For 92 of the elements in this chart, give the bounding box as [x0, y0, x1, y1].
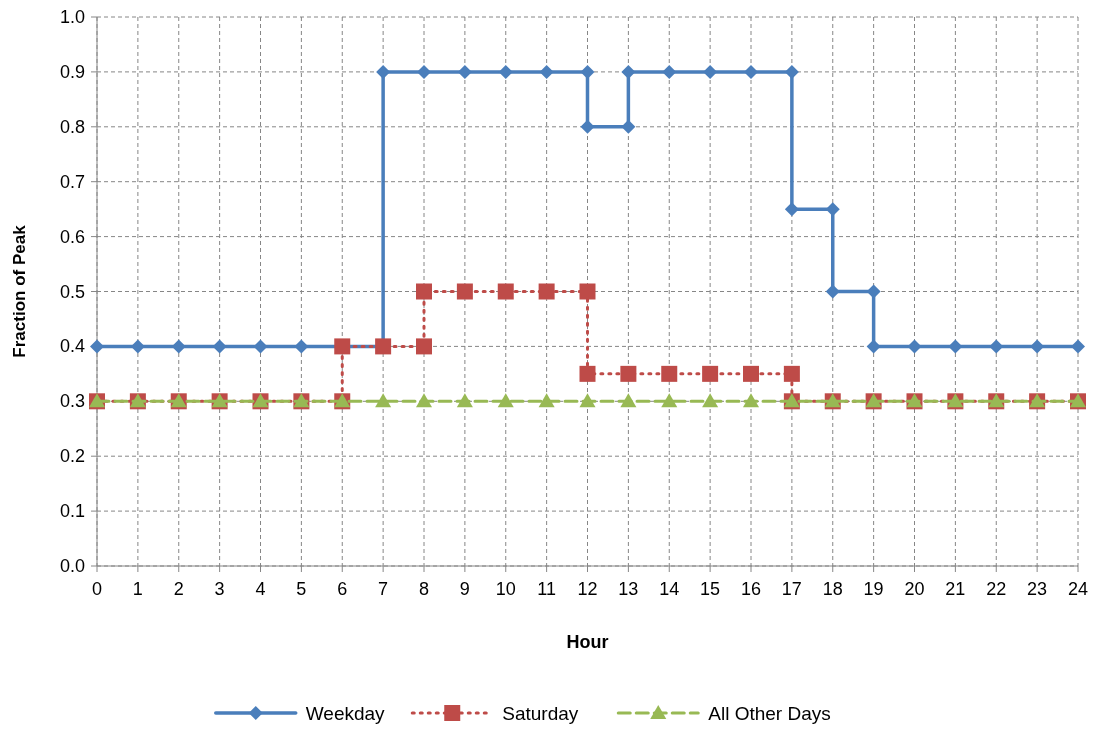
point	[743, 393, 759, 408]
point	[416, 393, 432, 408]
y-tick-label: 0.8	[59, 116, 85, 137]
point	[702, 393, 719, 408]
y-tick-label: 0.4	[59, 336, 85, 357]
x-tick-label: 18	[822, 579, 843, 599]
point	[825, 284, 840, 299]
x-tick-label: 8	[418, 579, 430, 599]
point	[907, 339, 922, 354]
point	[294, 339, 309, 354]
point	[497, 393, 514, 408]
legend-label: Saturday	[502, 703, 579, 724]
y-tick-label: 0.0	[59, 556, 85, 576]
x-tick-label: 21	[945, 579, 966, 599]
point	[620, 393, 637, 408]
x-tick-label: 4	[255, 579, 266, 599]
point	[376, 64, 391, 79]
point	[662, 64, 677, 79]
y-tick-label: 0.7	[59, 171, 85, 192]
point	[702, 365, 719, 382]
x-tick-label: 0	[91, 579, 103, 599]
point	[539, 64, 554, 79]
point	[579, 365, 596, 382]
legend-label: All Other Days	[708, 703, 831, 724]
point	[661, 365, 678, 382]
x-tick-label: 17	[781, 579, 802, 599]
point	[538, 283, 555, 300]
x-tick-label: 11	[537, 579, 556, 599]
x-tick-label: 13	[618, 579, 639, 599]
point	[621, 64, 636, 79]
x-tick-label: 12	[577, 579, 598, 599]
point	[703, 64, 718, 79]
x-tick-label: 9	[459, 579, 470, 599]
x-tick-label: 20	[904, 579, 925, 599]
point	[130, 339, 145, 354]
y-tick-label: 0.6	[59, 226, 85, 247]
x-tick-label: 24	[1067, 579, 1089, 599]
point	[497, 283, 514, 300]
x-tick-label: 19	[863, 579, 884, 599]
legend-label: Weekday	[305, 703, 386, 724]
point	[456, 283, 473, 300]
x-tick-label: 7	[378, 579, 389, 599]
point	[620, 365, 637, 382]
point	[579, 393, 596, 408]
point	[417, 64, 431, 79]
point	[744, 64, 758, 79]
y-tick-label: 0.2	[59, 446, 85, 467]
x-tick-label: 2	[173, 579, 184, 599]
point	[538, 393, 555, 408]
x-tick-label: 5	[296, 579, 307, 599]
x-axis-title: Hour	[566, 632, 609, 652]
x-tick-label: 3	[214, 579, 225, 599]
x-tick-label: 14	[659, 579, 680, 599]
point	[866, 339, 881, 354]
point	[743, 365, 759, 382]
y-tick-label: 0.3	[59, 391, 85, 412]
y-tick-label: 0.1	[59, 501, 85, 522]
point	[498, 64, 513, 79]
point	[253, 339, 268, 354]
x-tick-label: 1	[132, 579, 143, 599]
x-tick-label: 15	[700, 579, 721, 599]
point	[171, 339, 186, 354]
y-tick-label: 0.9	[59, 61, 85, 82]
y-tick-label: 0.5	[59, 281, 85, 302]
point	[784, 64, 799, 79]
point	[784, 202, 799, 217]
x-tick-label: 16	[740, 579, 762, 599]
point	[579, 283, 596, 300]
point	[783, 365, 800, 382]
point	[375, 393, 392, 408]
y-axis-title: Fraction of Peak	[10, 224, 29, 358]
point	[866, 284, 881, 299]
point	[416, 338, 432, 355]
point	[661, 393, 678, 408]
point	[416, 283, 432, 300]
point	[90, 339, 104, 354]
point	[580, 119, 595, 134]
x-tick-label: 23	[1027, 579, 1048, 599]
point	[212, 339, 227, 354]
point	[456, 393, 473, 408]
point	[948, 339, 963, 354]
point	[621, 119, 636, 134]
x-tick-label: 22	[986, 579, 1007, 599]
point	[457, 64, 472, 79]
point	[580, 64, 595, 79]
y-tick-label: 1.0	[59, 7, 85, 27]
point	[1030, 339, 1045, 354]
x-tick-label: 10	[495, 579, 516, 599]
point	[989, 339, 1004, 354]
x-tick-label: 6	[337, 579, 348, 599]
point	[825, 202, 840, 217]
point	[1071, 339, 1085, 354]
